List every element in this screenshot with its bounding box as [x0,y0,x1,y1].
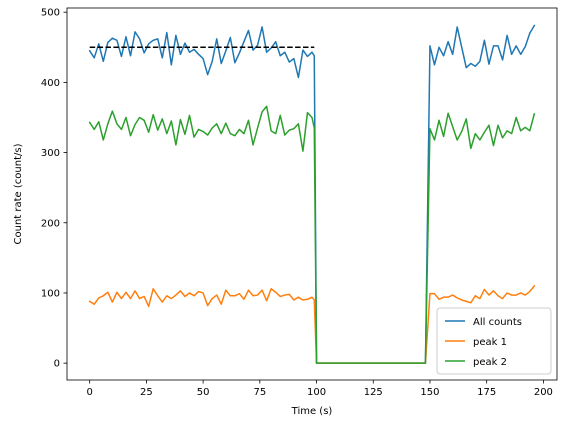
y-axis-label: Count rate (count/s) [13,143,24,244]
series-line-2 [88,284,536,364]
legend-label-1: All counts [473,317,522,328]
x-tick-label: 150 [420,387,439,398]
x-tick-label: 0 [86,387,92,398]
y-tick-label: 400 [41,78,60,89]
legend-label-3: peak 2 [473,357,507,368]
axes-frame [66,7,558,381]
y-tick-label: 500 [41,8,60,19]
x-tick-label: 125 [364,387,383,398]
y-tick-label: 200 [41,218,60,229]
plot-area [88,24,536,364]
x-axis-label: Time (s) [291,406,333,417]
legend: All counts peak 1 peak 2 [436,307,552,375]
y-tick-label: 300 [41,148,60,159]
y-axis-ticks: 0 100 200 300 400 500 [41,8,67,370]
y-tick-label: 100 [41,288,60,299]
x-tick-label: 100 [307,387,326,398]
series-line-3 [88,105,536,364]
x-tick-label: 50 [197,387,210,398]
legend-entries: All counts peak 1 peak 2 [445,317,522,368]
y-tick-label: 0 [54,359,60,370]
x-tick-label: 25 [140,387,153,398]
legend-label-2: peak 1 [473,337,507,348]
x-tick-label: 175 [477,387,496,398]
x-tick-label: 200 [534,387,553,398]
x-axis-ticks: 0 25 50 75 100 125 150 175 200 [86,380,553,398]
legend-box [436,307,552,375]
x-tick-label: 75 [253,387,266,398]
